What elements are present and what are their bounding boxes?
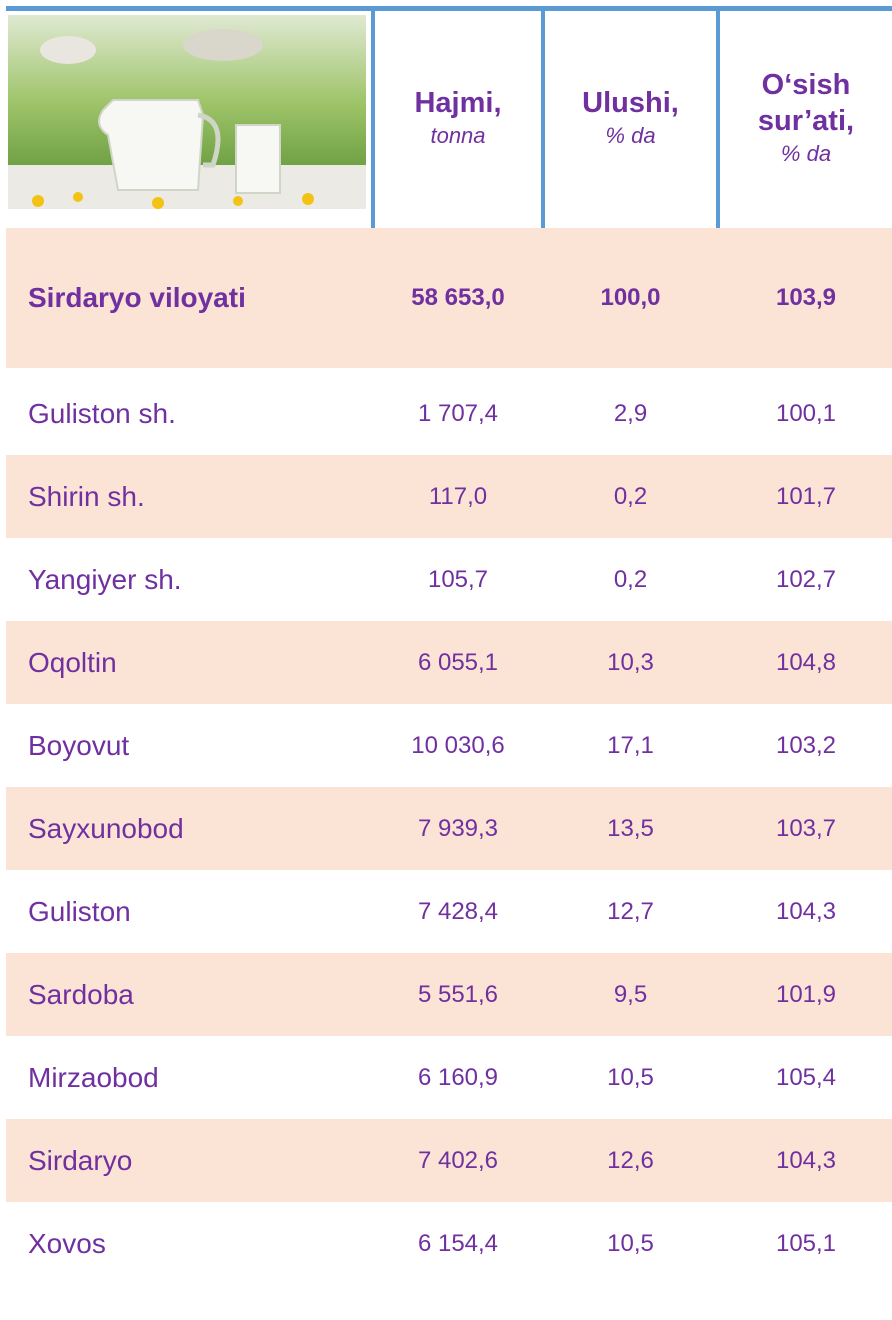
row-value: 13,5 (545, 787, 716, 870)
row-value: 1 707,4 (375, 372, 541, 455)
row-value: 102,7 (720, 538, 892, 621)
row-value: 101,7 (720, 455, 892, 538)
row-value: 103,7 (720, 787, 892, 870)
row-value: 0,2 (545, 455, 716, 538)
row-value: 5 551,6 (375, 953, 541, 1036)
row-value: 10,5 (545, 1036, 716, 1119)
row-value: 105,4 (720, 1036, 892, 1119)
row-value: 0,2 (545, 538, 716, 621)
row-name: Guliston sh. (28, 372, 176, 455)
row-name: Xovos (28, 1202, 106, 1285)
row-value: 17,1 (545, 704, 716, 787)
row-name: Oqoltin (28, 621, 117, 704)
header-title: O‘sish (720, 67, 892, 103)
row-name: Sayxunobod (28, 787, 184, 870)
row-value: 7 428,4 (375, 870, 541, 953)
row-value: 104,8 (720, 621, 892, 704)
row-value: 10,3 (545, 621, 716, 704)
row-value: 12,7 (545, 870, 716, 953)
header-cell: Hajmi,tonna (375, 8, 541, 228)
row-value: 7 939,3 (375, 787, 541, 870)
row-value: 100,1 (720, 372, 892, 455)
row-name: Boyovut (28, 704, 129, 787)
row-value: 9,5 (545, 953, 716, 1036)
header-title: Hajmi, (375, 85, 541, 121)
row-value: 105,7 (375, 538, 541, 621)
milk-image (8, 15, 366, 209)
row-value: 6 154,4 (375, 1202, 541, 1285)
row-value: 2,9 (545, 372, 716, 455)
row-value: 10,5 (545, 1202, 716, 1285)
row-value: 58 653,0 (375, 228, 541, 368)
row-name: Guliston (28, 870, 131, 953)
row-name: Sardoba (28, 953, 134, 1036)
row-value: 6 055,1 (375, 621, 541, 704)
header-title: sur’ati, (720, 103, 892, 139)
row-value: 100,0 (545, 228, 716, 368)
row-value: 104,3 (720, 870, 892, 953)
row-name: Sirdaryo viloyati (28, 228, 246, 368)
row-name: Sirdaryo (28, 1119, 132, 1202)
header-unit: % da (720, 139, 892, 169)
row-value: 10 030,6 (375, 704, 541, 787)
header-unit: % da (545, 121, 716, 151)
page: {"header": {"columns": [ {"title": ["Haj… (0, 0, 892, 1320)
header-title: Ulushi, (545, 85, 716, 121)
row-value: 12,6 (545, 1119, 716, 1202)
row-name: Mirzaobod (28, 1036, 159, 1119)
row-value: 105,1 (720, 1202, 892, 1285)
row-value: 7 402,6 (375, 1119, 541, 1202)
row-value: 103,2 (720, 704, 892, 787)
row-value: 103,9 (720, 228, 892, 368)
row-name: Shirin sh. (28, 455, 145, 538)
row-value: 6 160,9 (375, 1036, 541, 1119)
row-value: 104,3 (720, 1119, 892, 1202)
row-value: 101,9 (720, 953, 892, 1036)
row-name: Yangiyer sh. (28, 538, 182, 621)
header-unit: tonna (375, 121, 541, 151)
row-value: 117,0 (375, 455, 541, 538)
header-cell: Ulushi,% da (545, 8, 716, 228)
